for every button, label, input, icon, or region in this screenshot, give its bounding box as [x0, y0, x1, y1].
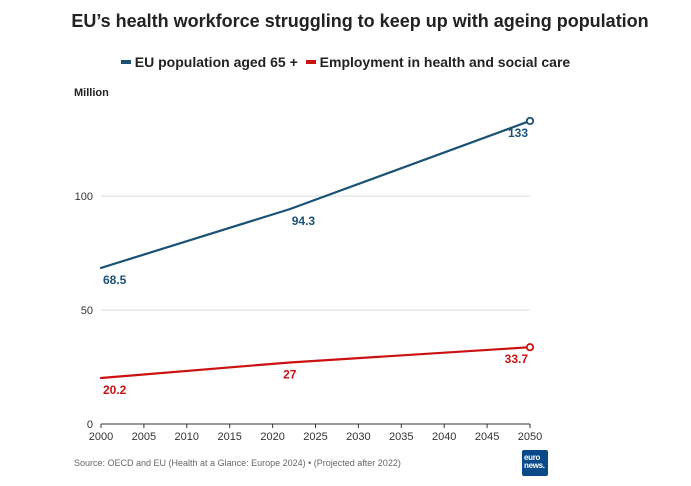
- series-end-marker-employment: [525, 343, 535, 352]
- legend-swatch-employment: [305, 60, 316, 65]
- data-label-population-2022: 94.3: [292, 214, 316, 228]
- x-tick-label-2040: 2040: [432, 431, 456, 443]
- y-axis-unit-label: Million: [74, 87, 109, 99]
- source-note: Source: OECD and EU (Health at a Glance:…: [74, 458, 401, 468]
- y-tick-label-100: 100: [75, 191, 93, 203]
- data-label-employment-2050: 33.7: [505, 352, 529, 366]
- x-tick-label-2015: 2015: [217, 431, 241, 443]
- legend-label-employment: Employment in health and social care: [319, 54, 571, 70]
- x-tick-label-2030: 2030: [346, 431, 370, 443]
- series-line-population: [99, 119, 532, 270]
- y-tick-label-50: 50: [81, 305, 93, 317]
- chart-title: EU’s health workforce struggling to keep…: [71, 11, 649, 31]
- x-tick-label-2025: 2025: [303, 431, 327, 443]
- x-tick-label-2010: 2010: [175, 431, 199, 443]
- x-tick-label-2000: 2000: [89, 431, 113, 443]
- series-line-employment: [99, 346, 532, 380]
- y-tick-label-0: 0: [87, 419, 93, 431]
- logo-text-euro: euro: [524, 453, 541, 462]
- x-tick-label-2035: 2035: [389, 431, 413, 443]
- x-tick-label-2005: 2005: [132, 431, 156, 443]
- legend: EU population aged 65 + Employment in he…: [0, 54, 691, 70]
- legend-item-employment: Employment in health and social care: [305, 54, 571, 70]
- logo-text-news: news.: [524, 461, 545, 470]
- x-tick-label-2050: 2050: [518, 431, 542, 443]
- euronews-logo: euro news.: [522, 450, 548, 476]
- data-label-population-2050: 133: [508, 126, 528, 140]
- legend-swatch-population: [120, 60, 131, 65]
- legend-item-population: EU population aged 65 +: [120, 54, 298, 70]
- data-label-employment-2022: 27: [283, 367, 297, 381]
- x-tick-label-2045: 2045: [475, 431, 499, 443]
- legend-label-population: EU population aged 65 +: [134, 54, 298, 70]
- data-label-employment-2000: 20.2: [103, 383, 127, 397]
- data-label-population-2000: 68.5: [103, 273, 127, 287]
- x-tick-label-2020: 2020: [260, 431, 284, 443]
- series-end-marker-population: [525, 116, 535, 126]
